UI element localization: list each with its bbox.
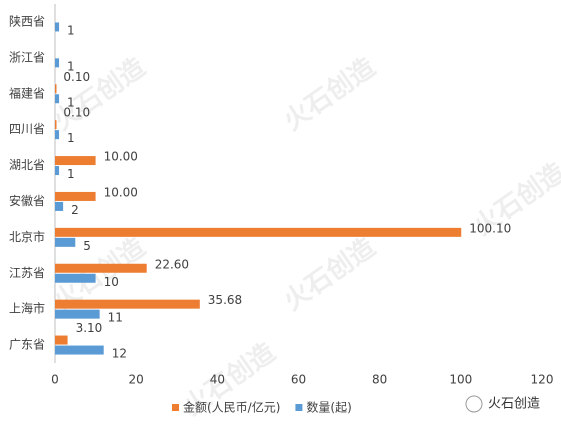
- x-tick-label: 0: [51, 373, 59, 387]
- watermark-text: 火石创造: [279, 52, 381, 136]
- bar: [55, 345, 104, 355]
- y-tick-label: 北京市: [9, 229, 45, 244]
- x-tick-label: 100: [449, 373, 472, 387]
- data-label: 1: [67, 131, 75, 145]
- y-tick-label: 浙江省: [9, 50, 45, 64]
- bar: [55, 263, 147, 273]
- bar: [55, 237, 76, 247]
- data-label: 0.10: [63, 70, 90, 84]
- data-label: 1: [67, 59, 75, 73]
- data-label: 35.68: [208, 293, 242, 307]
- y-tick-label: 四川省: [9, 122, 45, 136]
- data-label: 10.00: [104, 150, 138, 164]
- data-label: 0.10: [63, 106, 90, 120]
- legend-swatch: [172, 404, 179, 411]
- x-tick-label: 40: [210, 373, 225, 387]
- source-badge: 火石创造: [488, 397, 540, 412]
- legend-swatch: [295, 404, 303, 411]
- legend-label: 数量(起): [306, 400, 351, 415]
- data-label: 10: [104, 275, 119, 289]
- bar: [55, 156, 96, 166]
- bar: [55, 309, 100, 319]
- y-tick-label: 广东省: [9, 338, 45, 352]
- data-label: 12: [112, 347, 127, 361]
- y-tick-label: 福建省: [9, 85, 45, 100]
- data-label: 2: [71, 203, 79, 217]
- bar: [55, 130, 60, 140]
- x-tick-label: 60: [291, 373, 306, 387]
- data-label: 22.60: [155, 257, 189, 271]
- bar: [55, 335, 68, 345]
- y-tick-label: 安徽省: [9, 193, 45, 208]
- data-label: 5: [83, 239, 91, 253]
- y-tick-label: 湖北省: [9, 157, 45, 172]
- bar: [55, 201, 64, 211]
- data-label: 10.00: [104, 185, 138, 199]
- bar: [55, 166, 60, 176]
- data-label: 11: [108, 311, 123, 325]
- bar: [55, 273, 96, 283]
- bar: [55, 191, 96, 201]
- x-tick-label: 80: [372, 373, 387, 387]
- wechat-icon: [465, 395, 483, 413]
- y-tick-label: 上海市: [9, 301, 45, 316]
- bar: [55, 22, 60, 32]
- x-tick-label: 20: [129, 373, 144, 387]
- bar: [55, 84, 57, 94]
- data-label: 1: [67, 167, 75, 181]
- y-tick-label: 陕西省: [9, 13, 45, 28]
- watermark-text: 火石创造: [279, 232, 381, 316]
- bar: [55, 299, 200, 309]
- y-tick-label: 江苏省: [9, 266, 45, 280]
- data-label: 1: [67, 23, 75, 37]
- watermark-text: 火石创造: [49, 52, 151, 136]
- bar: [55, 120, 57, 130]
- legend-label: 金额(人民币/亿元): [183, 400, 280, 415]
- data-label: 3.10: [76, 321, 103, 335]
- data-label: 1: [67, 95, 75, 109]
- bar: [55, 58, 60, 68]
- data-label: 100.10: [469, 221, 511, 235]
- bar: [55, 227, 462, 237]
- bar: [55, 94, 60, 104]
- x-tick-label: 120: [531, 373, 554, 387]
